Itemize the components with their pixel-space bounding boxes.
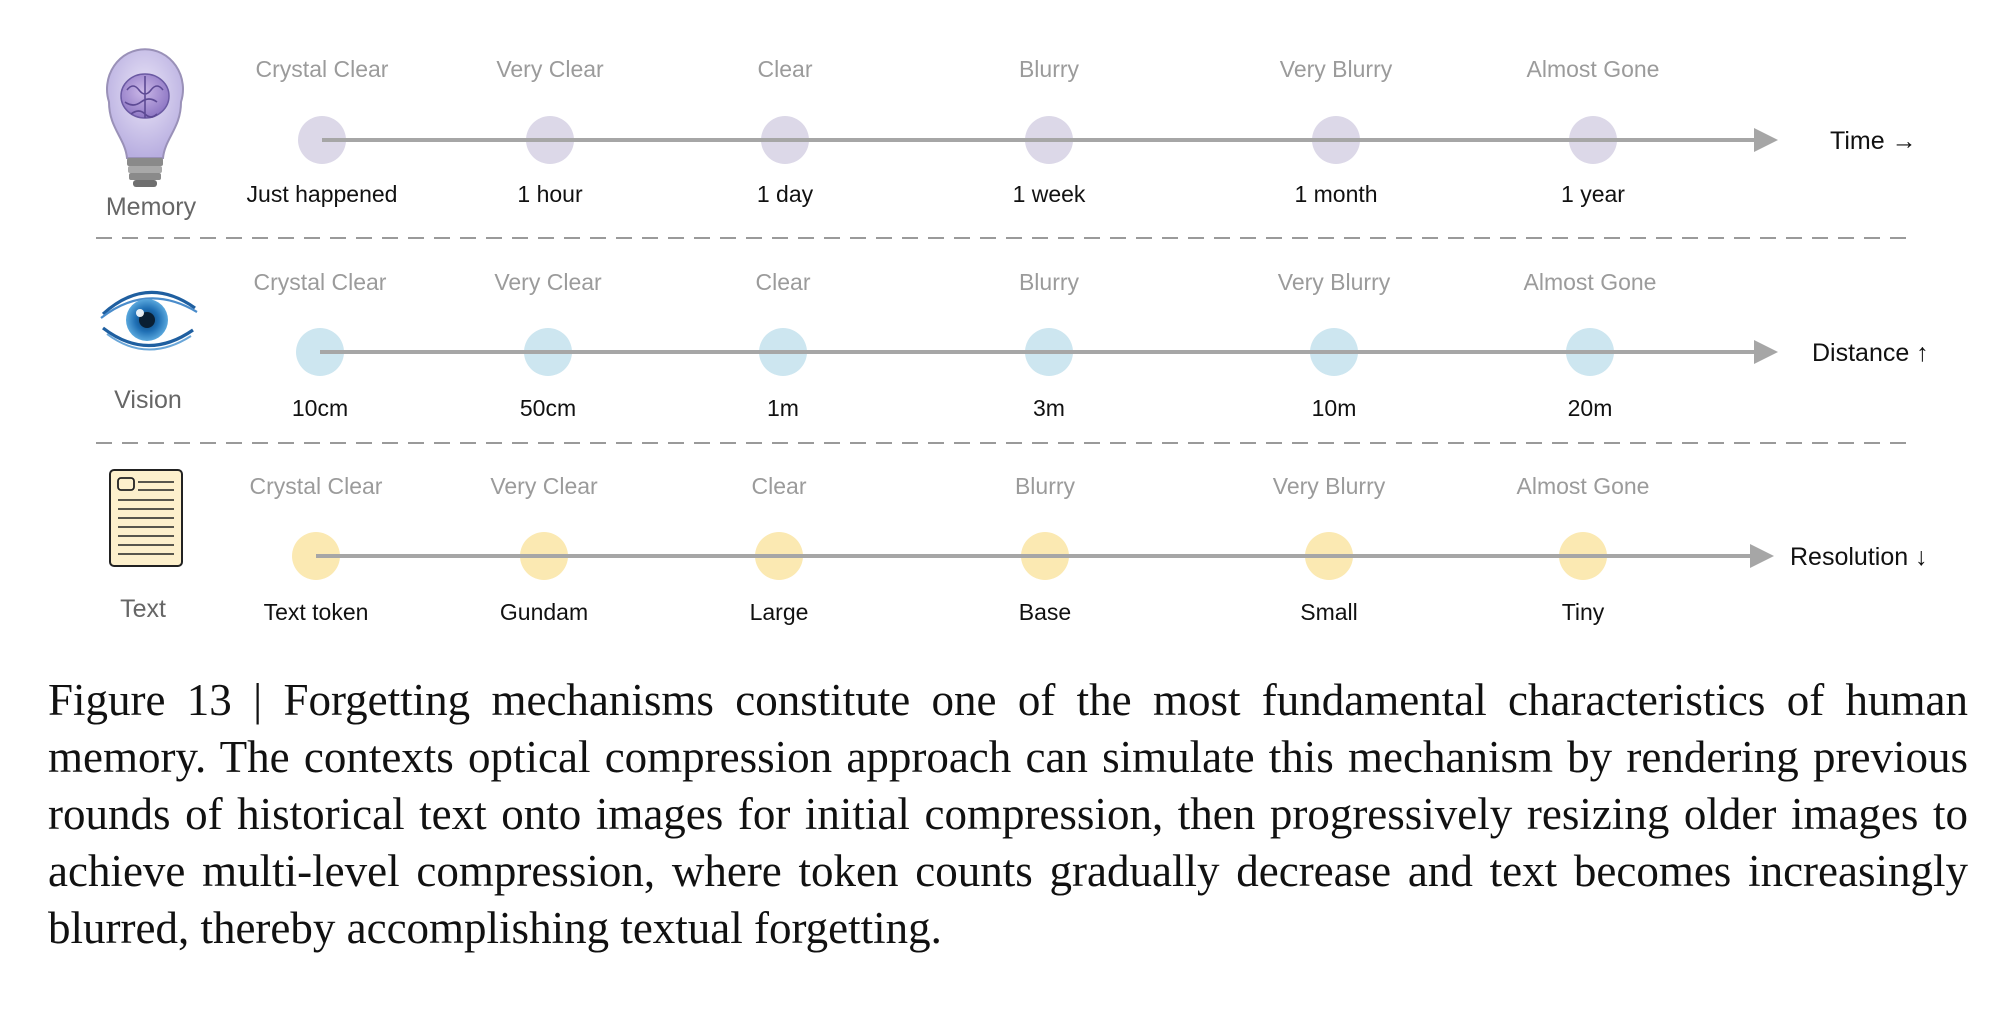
- timeline-arrowhead: [1750, 544, 1774, 568]
- point-label: 50cm: [520, 395, 576, 421]
- point-label: 1 day: [757, 181, 814, 207]
- clarity-label: Very Blurry: [1280, 56, 1393, 82]
- point-label: Tiny: [1562, 599, 1605, 625]
- clarity-label: Very Blurry: [1273, 473, 1386, 499]
- clarity-label: Crystal Clear: [254, 269, 387, 295]
- clarity-label: Blurry: [1015, 473, 1076, 499]
- point-label: 10cm: [292, 395, 348, 421]
- point-label: 1 year: [1561, 181, 1625, 207]
- clarity-label: Almost Gone: [1517, 473, 1650, 499]
- timeline-row-memory: Crystal Clear Very Clear Clear Blurry Very B…: [247, 56, 1917, 207]
- clarity-label: Crystal Clear: [256, 56, 389, 82]
- point-label: 1m: [767, 395, 799, 421]
- clarity-label: Blurry: [1019, 269, 1080, 295]
- clarity-label: Clear: [758, 56, 813, 82]
- row-label-memory: Memory: [106, 193, 197, 221]
- axis-label-vision: Distance ↑: [1812, 339, 1929, 367]
- row-label-text: Text: [120, 595, 166, 623]
- point-label: Base: [1019, 599, 1071, 625]
- point-label: Large: [750, 599, 809, 625]
- point-label: 3m: [1033, 395, 1065, 421]
- lightbulb-brain-icon: [106, 48, 184, 187]
- point-label: Just happened: [247, 181, 398, 207]
- forgetting-mechanism-figure: Memory Vision Text Crystal Clear Very Cle…: [96, 48, 1929, 625]
- point-label: 1 hour: [517, 181, 583, 207]
- timeline-arrowhead: [1754, 340, 1778, 364]
- figure-caption: Figure 13 | Forgetting mechanisms consti…: [48, 672, 1968, 957]
- caption-label: Figure 13 |: [48, 675, 284, 725]
- clarity-label: Clear: [756, 269, 811, 295]
- row-label-vision: Vision: [114, 386, 182, 414]
- clarity-label: Blurry: [1019, 56, 1080, 82]
- timeline-row-vision: Crystal Clear Very Clear Clear Blurry Very B…: [254, 269, 1929, 421]
- clarity-label: Almost Gone: [1524, 269, 1657, 295]
- point-label: Small: [1300, 599, 1358, 625]
- axis-label-text: Resolution ↓: [1790, 543, 1928, 571]
- clarity-label: Very Clear: [494, 269, 602, 295]
- point-label: 1 month: [1294, 181, 1377, 207]
- clarity-label: Clear: [752, 473, 807, 499]
- point-label: 10m: [1312, 395, 1357, 421]
- clarity-label: Crystal Clear: [250, 473, 383, 499]
- point-label: Text token: [264, 599, 369, 625]
- timeline-arrowhead: [1754, 128, 1778, 152]
- clarity-label: Almost Gone: [1527, 56, 1660, 82]
- clarity-label: Very Blurry: [1278, 269, 1391, 295]
- point-label: 1 week: [1013, 181, 1086, 207]
- caption-text: Forgetting mechanisms constitute one of …: [48, 675, 1968, 953]
- point-label: 20m: [1568, 395, 1613, 421]
- timeline-row-text: Crystal Clear Very Clear Clear Blurry Very B…: [250, 473, 1928, 625]
- axis-label-memory: Time →: [1830, 127, 1917, 155]
- point-label: Gundam: [500, 599, 588, 625]
- document-icon: [109, 469, 183, 567]
- eye-icon: [100, 290, 198, 351]
- clarity-label: Very Clear: [496, 56, 604, 82]
- figure-canvas: Memory Vision Text Crystal Clear Very Cle…: [96, 48, 1929, 625]
- clarity-label: Very Clear: [490, 473, 598, 499]
